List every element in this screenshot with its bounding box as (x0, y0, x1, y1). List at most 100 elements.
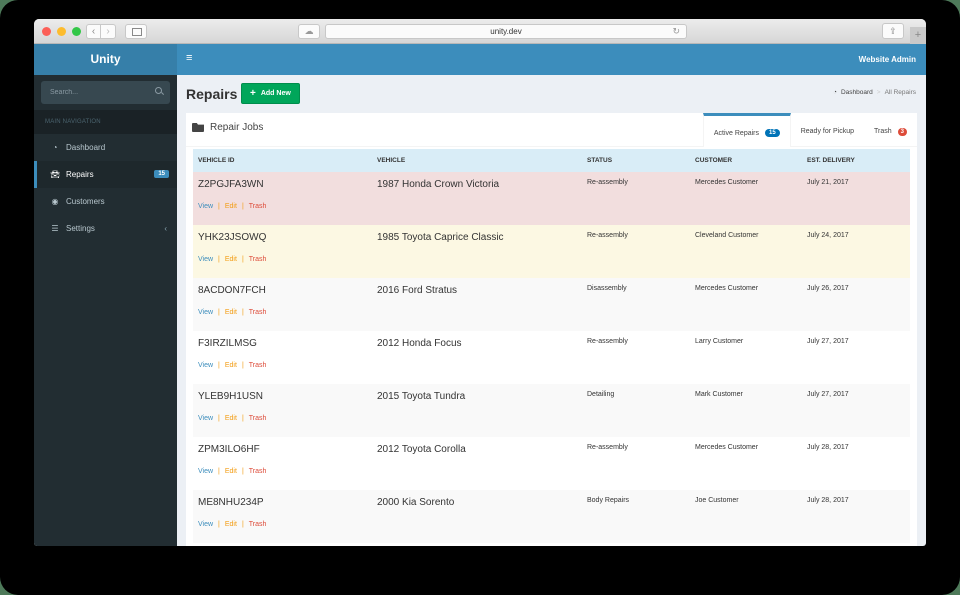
tab-trash[interactable]: Trash 3 (864, 113, 917, 147)
sidebar-item-dashboard[interactable]: ◔ Dashboard (34, 134, 177, 161)
column-header-status[interactable]: STATUS (582, 149, 690, 172)
view-link[interactable]: View (198, 309, 214, 316)
action-separator: | (241, 521, 244, 528)
vehicle-id-cell: YHK23JSOWQ View | Edit | Trash (193, 225, 372, 278)
sidebar-item-label: Customers (66, 197, 105, 206)
car-icon: 🚘︎ (50, 170, 61, 179)
action-separator: | (241, 256, 244, 263)
sliders-icon: ☰ (51, 224, 59, 233)
edit-link[interactable]: Edit (224, 362, 237, 369)
sidebar-toggle-button[interactable] (125, 24, 147, 39)
close-window-button[interactable] (42, 27, 51, 36)
trash-link[interactable]: Trash (248, 521, 267, 528)
view-link[interactable]: View (198, 415, 214, 422)
delivery-cell: July 28, 2017 (802, 437, 910, 490)
row-actions: View | Edit | Trash (198, 468, 367, 475)
reload-icon[interactable]: ↻ (672, 26, 680, 36)
sidebar-item-label: Settings (66, 224, 95, 233)
icloud-tabs-button[interactable]: ☁ (298, 24, 320, 39)
menu-toggle-icon[interactable]: ≡ (186, 52, 193, 64)
sidebar-item-label: Dashboard (66, 143, 106, 152)
sidebar-item-repairs[interactable]: 🚘︎ Repairs 15 (34, 161, 177, 188)
vehicle-name: 2012 Toyota Corolla (377, 444, 466, 455)
customer-cell: Larry Customer (690, 331, 802, 384)
trash-link[interactable]: Trash (248, 203, 267, 210)
trash-link[interactable]: Trash (248, 362, 267, 369)
status-cell: Disassembly (582, 278, 690, 331)
add-new-label: Add New (260, 90, 291, 97)
sidebar: MAIN NAVIGATION ◔ Dashboard 🚘︎ Repairs 1… (34, 75, 177, 546)
search-icon[interactable] (155, 87, 162, 94)
edit-link[interactable]: Edit (224, 468, 237, 475)
customer-cell: Mercedes Customer (690, 278, 802, 331)
app-logo[interactable]: Unity (34, 44, 177, 75)
vehicle-cell: 2012 Toyota Corolla (372, 437, 582, 490)
new-tab-button[interactable]: + (910, 27, 926, 44)
row-actions: View | Edit | Trash (198, 203, 367, 210)
view-link[interactable]: View (198, 521, 214, 528)
action-separator: | (241, 203, 244, 210)
tab-label: Trash (874, 128, 892, 135)
vehicle-name: 1987 Honda Crown Victoria (377, 179, 500, 190)
status-cell: Re-assembly (582, 225, 690, 278)
column-header-vehicle-id[interactable]: VEHICLE ID (193, 149, 372, 172)
user-menu[interactable]: Website Admin (858, 55, 916, 64)
table-row: YLEB9H1USN View | Edit | Trash 2015 Toyo… (193, 384, 910, 437)
view-link[interactable]: View (198, 362, 214, 369)
column-header-est-delivery[interactable]: EST. DELIVERY (802, 149, 910, 172)
customer-cell: Mark Customer (690, 384, 802, 437)
action-separator: | (241, 309, 244, 316)
vehicle-cell: 1987 Honda Crown Victoria (372, 172, 582, 225)
action-separator: | (241, 468, 244, 475)
tab-active-repairs[interactable]: Active Repairs 15 (702, 113, 791, 147)
column-header-vehicle[interactable]: VEHICLE (372, 149, 582, 172)
view-link[interactable]: View (198, 203, 214, 210)
trash-link[interactable]: Trash (248, 468, 267, 475)
customer-cell: Cleveland Customer (690, 225, 802, 278)
status-cell: Body Repairs (582, 490, 690, 543)
search-input[interactable] (41, 81, 170, 104)
sidebar-item-settings[interactable]: ☰ Settings ‹ (34, 215, 177, 242)
edit-link[interactable]: Edit (224, 309, 237, 316)
edit-link[interactable]: Edit (224, 256, 237, 263)
trash-link[interactable]: Trash (248, 256, 267, 263)
delivery-cell: July 27, 2017 (802, 331, 910, 384)
customer-cell: Joe Customer (690, 490, 802, 543)
action-separator: | (218, 521, 220, 528)
browser-toolbar: ‹ › ☁ unity.dev ↻ ⇪ + (34, 19, 926, 44)
table-row: ME8NHU234P View | Edit | Trash 2000 Kia … (193, 490, 910, 543)
zoom-window-button[interactable] (72, 27, 81, 36)
address-bar[interactable]: unity.dev ↻ (325, 24, 687, 39)
edit-link[interactable]: Edit (224, 203, 237, 210)
forward-button[interactable]: › (101, 24, 116, 39)
action-separator: | (218, 415, 220, 422)
tab-ready-for-pickup[interactable]: Ready for Pickup (791, 113, 864, 147)
status-cell: Re-assembly (582, 172, 690, 225)
vehicle-cell: 2015 Toyota Tundra (372, 384, 582, 437)
repairs-table: VEHICLE ID VEHICLE STATUS CUSTOMER EST. … (193, 149, 910, 543)
back-button[interactable]: ‹ (86, 24, 101, 39)
delivery-cell: July 24, 2017 (802, 225, 910, 278)
main-content: Repairs + Add New ◔ Dashboard > All Repa… (177, 75, 926, 546)
trash-link[interactable]: Trash (248, 309, 267, 316)
edit-link[interactable]: Edit (224, 415, 237, 422)
sidebar-search (41, 81, 170, 104)
vehicle-id-cell: 8ACDON7FCH View | Edit | Trash (193, 278, 372, 331)
view-link[interactable]: View (198, 256, 214, 263)
vehicle-id: YHK23JSOWQ (198, 232, 267, 243)
row-actions: View | Edit | Trash (198, 309, 367, 316)
vehicle-name: 2012 Honda Focus (377, 338, 462, 349)
breadcrumb-home[interactable]: Dashboard (840, 89, 873, 96)
row-actions: View | Edit | Trash (198, 256, 367, 263)
sidebar-item-customers[interactable]: ◉ Customers (34, 188, 177, 215)
vehicle-id: YLEB9H1USN (198, 391, 264, 402)
view-link[interactable]: View (198, 468, 214, 475)
column-header-customer[interactable]: CUSTOMER (690, 149, 802, 172)
trash-link[interactable]: Trash (248, 415, 267, 422)
action-separator: | (218, 309, 220, 316)
minimize-window-button[interactable] (57, 27, 66, 36)
customer-cell: Mercedes Customer (690, 172, 802, 225)
edit-link[interactable]: Edit (224, 521, 237, 528)
share-button[interactable]: ⇪ (882, 23, 904, 39)
add-new-button[interactable]: + Add New (241, 83, 300, 104)
